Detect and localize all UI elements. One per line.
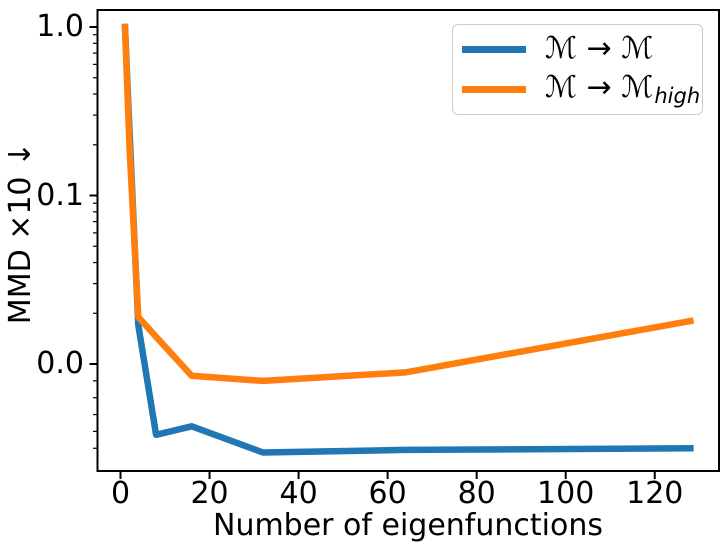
legend-item-m-to-m-high: ℳ → ℳhigh [453, 70, 702, 109]
x-tick-label: 0 [110, 476, 131, 511]
y-tick-label: 0.1 [36, 177, 84, 213]
legend-label: ℳ → ℳ [545, 30, 654, 66]
x-tick-label: 80 [457, 476, 496, 511]
legend-swatch-blue [462, 46, 526, 54]
legend-label-subscript: high [654, 84, 701, 109]
legend: ℳ → ℳ ℳ → ℳhigh [452, 24, 703, 115]
x-tick-label: 40 [279, 476, 318, 511]
legend-item-m-to-m: ℳ → ℳ [453, 30, 702, 67]
y-tick-label: 0.0 [36, 346, 84, 381]
x-tick-label: 60 [368, 476, 407, 511]
x-tick-label: 100 [537, 476, 595, 511]
x-tick-label: 20 [190, 476, 229, 511]
x-tick-label: 120 [626, 476, 684, 511]
y-tick-label: 1.0 [36, 9, 84, 44]
y-axis-label: MMD ×10 ↓ [3, 141, 38, 325]
axes-spines [96, 9, 720, 472]
series-line-m-to-m-high [121, 23, 695, 385]
legend-label: ℳ → ℳhigh [545, 70, 701, 109]
x-axis-label: Number of eigenfunctions [213, 508, 603, 543]
legend-swatch-orange [462, 85, 526, 93]
